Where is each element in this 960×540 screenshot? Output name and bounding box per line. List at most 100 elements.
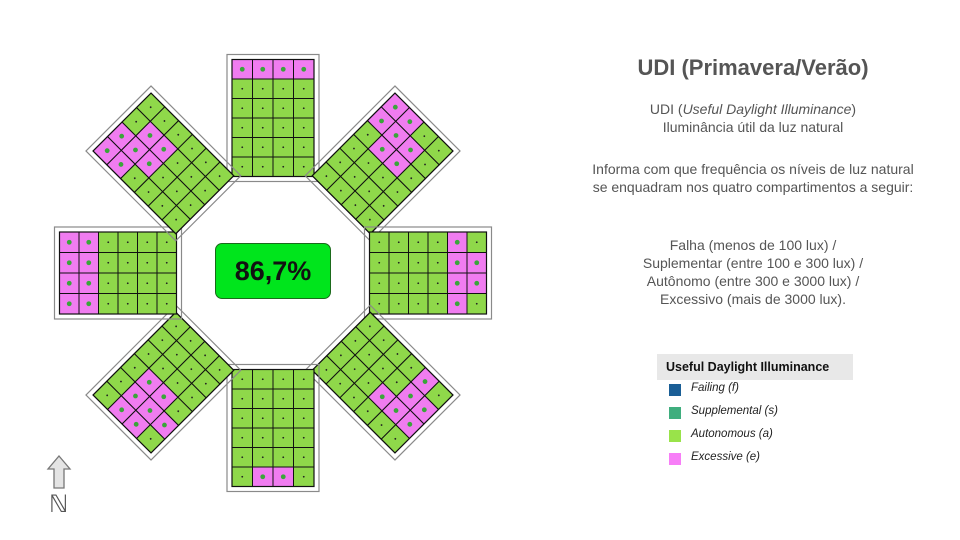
sensor-point bbox=[104, 148, 110, 154]
sensor-point bbox=[204, 161, 207, 164]
sensor-point bbox=[241, 165, 244, 168]
sensor-point bbox=[378, 282, 381, 285]
sensor-point bbox=[261, 165, 264, 168]
sensor-point bbox=[126, 302, 129, 305]
sensor-point bbox=[392, 104, 398, 110]
sensor-point bbox=[474, 280, 480, 286]
sensor-point bbox=[397, 261, 400, 264]
sensor-point bbox=[260, 474, 266, 480]
sensor-point bbox=[261, 87, 264, 90]
sensor-point bbox=[261, 436, 264, 439]
sensor-point bbox=[407, 119, 413, 125]
sensor-point bbox=[162, 422, 167, 428]
room-n bbox=[226, 53, 320, 183]
sensor-point bbox=[241, 475, 244, 478]
sensor-point bbox=[147, 353, 150, 355]
sensor-point bbox=[379, 146, 385, 152]
sensor-point bbox=[407, 421, 413, 427]
sensor-point bbox=[126, 241, 129, 244]
sensor-point bbox=[325, 175, 328, 178]
sensor-point bbox=[165, 241, 168, 244]
sensor-point bbox=[146, 282, 149, 285]
sensor-point bbox=[302, 436, 305, 439]
sensor-point bbox=[162, 367, 164, 370]
sensor-point bbox=[161, 394, 167, 400]
sensor-point bbox=[397, 302, 400, 305]
sensor-point bbox=[454, 260, 460, 266]
sensor-point bbox=[261, 397, 264, 400]
sensor-point bbox=[165, 282, 168, 285]
sensor-point bbox=[282, 146, 285, 149]
room-w bbox=[53, 226, 183, 320]
sensor-point bbox=[190, 368, 193, 371]
room-border bbox=[92, 311, 235, 454]
sensor-point bbox=[368, 353, 371, 356]
sensor-point bbox=[436, 241, 439, 244]
sensor-point bbox=[475, 302, 478, 305]
sensor-point bbox=[417, 302, 420, 305]
sensor-point bbox=[302, 417, 305, 420]
sensor-point bbox=[204, 189, 207, 192]
sensor-point bbox=[474, 260, 480, 266]
sensor-point bbox=[133, 421, 139, 427]
sensor-point bbox=[282, 417, 285, 420]
sensor-point bbox=[161, 146, 167, 152]
category-supplemental: Suplementar (entre 100 e 300 lux) / bbox=[642, 255, 864, 271]
north-arrow-icon bbox=[46, 455, 72, 489]
sensor-point bbox=[118, 162, 124, 167]
sensor-point bbox=[86, 260, 92, 266]
sensor-point bbox=[378, 261, 381, 264]
sensor-point bbox=[368, 325, 371, 328]
room-ne bbox=[304, 85, 461, 242]
sensor-point bbox=[393, 408, 399, 413]
sensor-point bbox=[339, 189, 342, 192]
sensor-point bbox=[382, 204, 385, 207]
category-failing: Falha (menos de 100 lux) / bbox=[669, 237, 837, 253]
sensor-point bbox=[261, 126, 264, 129]
sensor-point bbox=[368, 218, 371, 221]
sensor-point bbox=[261, 107, 264, 110]
sensor-point bbox=[241, 107, 244, 110]
sensor-point bbox=[378, 302, 381, 305]
room-outline bbox=[226, 363, 320, 493]
sensor-point bbox=[454, 239, 460, 245]
sensor-point bbox=[396, 353, 399, 355]
definition-prefix: UDI ( bbox=[649, 101, 683, 117]
room-outline bbox=[363, 226, 493, 320]
sensor-point bbox=[107, 241, 110, 244]
sensor-point bbox=[147, 408, 153, 413]
sensor-point bbox=[147, 191, 150, 193]
room-nw bbox=[85, 85, 242, 242]
legend-label-supplemental: Supplemental (s) bbox=[691, 405, 778, 417]
sensor-point bbox=[302, 146, 305, 149]
sensor-point bbox=[353, 368, 356, 371]
room-border bbox=[58, 231, 178, 315]
sensor-point bbox=[454, 301, 460, 307]
sensor-point bbox=[126, 282, 129, 285]
sensor-point bbox=[107, 302, 110, 305]
sensor-point bbox=[282, 107, 285, 110]
room-grids bbox=[53, 53, 493, 493]
legend-label-failing: Failing (f) bbox=[691, 382, 739, 394]
sensor-point bbox=[165, 261, 168, 264]
sensor-point bbox=[66, 239, 72, 245]
sensor-point bbox=[382, 367, 384, 370]
sensor-point bbox=[325, 368, 328, 371]
room-outline bbox=[85, 304, 242, 461]
sensor-point bbox=[382, 176, 384, 179]
sensor-point bbox=[282, 165, 285, 168]
sensor-point bbox=[261, 456, 264, 459]
sensor-point bbox=[421, 407, 427, 413]
sensor-point bbox=[302, 456, 305, 459]
sensor-point bbox=[302, 107, 305, 110]
sensor-point bbox=[175, 325, 178, 328]
legend-swatch-autonomous bbox=[669, 430, 681, 442]
sensor-point bbox=[378, 241, 381, 244]
room-outline bbox=[304, 304, 461, 461]
sensor-point bbox=[176, 382, 179, 384]
sensor-point bbox=[417, 261, 420, 264]
sensor-point bbox=[339, 161, 342, 164]
sensor-point bbox=[436, 302, 439, 305]
sensor-point bbox=[177, 410, 180, 413]
sensor-point bbox=[366, 410, 369, 413]
